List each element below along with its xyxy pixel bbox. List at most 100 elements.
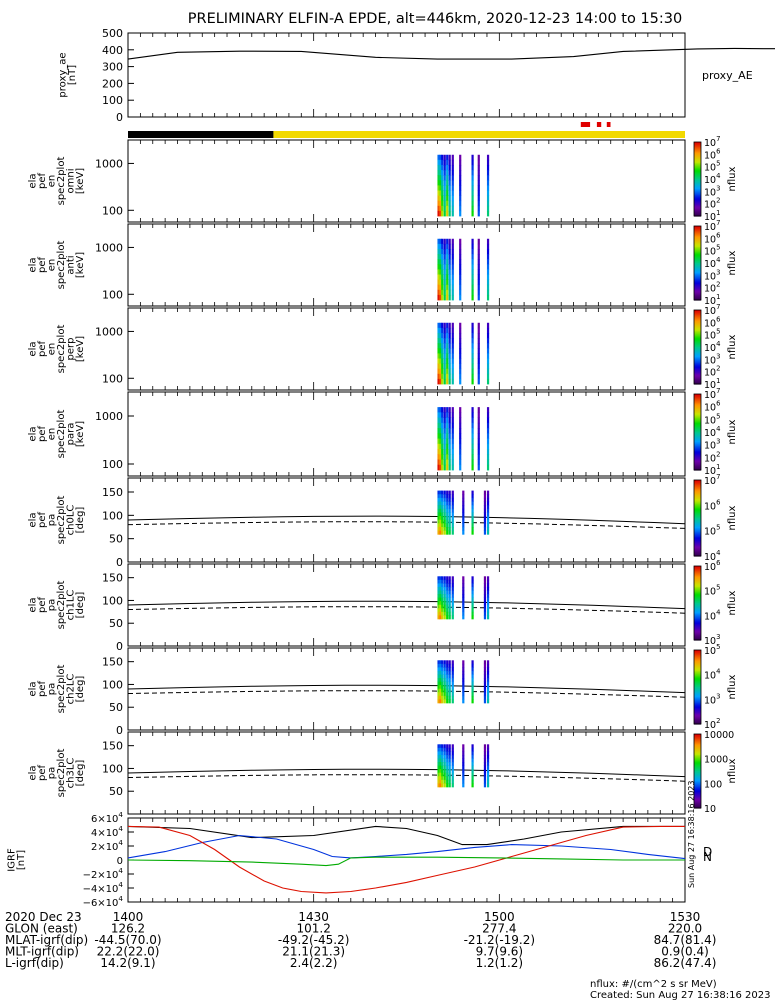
colorbar-cell — [694, 625, 701, 628]
spectrogram-cell — [471, 674, 474, 679]
spectrogram-cell — [439, 438, 442, 445]
colorbar-cell — [694, 169, 701, 171]
spectrogram-cell — [483, 772, 487, 777]
spectrogram-cell — [477, 279, 480, 286]
colorbar-cell — [694, 545, 701, 548]
spectrogram-cell — [446, 412, 449, 418]
spectrogram-cell — [441, 490, 444, 495]
spectrogram-cell — [471, 608, 474, 613]
colorbar-cell — [694, 673, 701, 676]
colorbar-cell — [694, 573, 701, 576]
colorbar-cell — [694, 209, 701, 212]
colorbar-cell — [694, 150, 701, 153]
colorbar-cell — [694, 580, 701, 583]
x-tick-label: 1500 — [484, 910, 515, 924]
ylabel-line: pef — [37, 173, 48, 190]
colorbar-cell — [694, 374, 701, 376]
spectrogram-cell — [437, 695, 440, 700]
spectrogram-cell — [439, 516, 442, 521]
spectrogram-cell — [443, 438, 446, 445]
spectrogram-cell — [477, 407, 480, 413]
spectrogram-cell — [437, 368, 440, 375]
spectrogram-cell — [443, 772, 446, 777]
colorbar-cell — [694, 186, 701, 189]
spectrogram-cell — [439, 512, 442, 517]
y-tick-label: −4×104 — [83, 880, 124, 895]
colorbar-cell — [694, 734, 701, 736]
spectrogram-cell — [441, 327, 444, 334]
loss-cone-line — [127, 684, 686, 694]
spectrogram-cell — [441, 170, 444, 176]
colorbar-cell — [694, 377, 701, 380]
colorbar-cell — [694, 714, 701, 716]
spectrogram-cell — [448, 695, 451, 700]
spectrogram-cell — [446, 264, 449, 270]
spectrogram-cell — [486, 159, 490, 166]
spectrogram-cell — [471, 407, 474, 413]
spectrogram-cell — [437, 505, 440, 510]
spectrogram-cell — [443, 615, 446, 620]
spectrogram-cell — [483, 783, 487, 788]
spectrogram-cell — [462, 604, 465, 609]
spectrogram-cell — [437, 512, 440, 517]
colorbar-cell — [694, 156, 701, 159]
colorbar-cell — [694, 191, 701, 194]
spectrogram-cell — [451, 516, 454, 521]
spectrogram-cell — [446, 505, 449, 510]
spectrogram-cell — [486, 597, 490, 602]
spectrogram-cell — [437, 454, 440, 460]
x-minor-ticks — [127, 732, 686, 814]
spectrogram-cell — [471, 699, 474, 704]
colorbar-cell — [694, 234, 701, 237]
spectrogram-cell — [477, 205, 480, 212]
spectrogram-cell — [446, 200, 449, 207]
colorbar-cell — [694, 700, 701, 703]
colorbar-cell — [694, 659, 701, 662]
spectrogram-cell — [459, 164, 462, 171]
colorbar-cell — [694, 694, 701, 697]
spectrogram-cell — [446, 660, 449, 665]
colorbar-cell — [694, 338, 701, 341]
colorbar-cell — [694, 684, 701, 687]
spectrogram-cell — [441, 294, 444, 301]
colorbar-cell — [694, 679, 701, 682]
spectrogram-cell — [446, 348, 449, 354]
spectrogram-cell — [451, 190, 454, 196]
colorbar-cell — [694, 176, 701, 179]
spectrogram-cell — [483, 583, 487, 588]
spectrogram-cell — [437, 428, 440, 434]
spectrogram-cell — [462, 583, 465, 588]
spectrogram-cell — [439, 663, 442, 668]
spectrogram-cell — [443, 501, 446, 506]
ylabel-line: en — [46, 428, 57, 441]
colorbar-cell — [694, 367, 701, 370]
spectrogram-cell — [437, 586, 440, 591]
igrf-series-line — [127, 834, 686, 860]
spectrogram-cell — [486, 417, 490, 424]
spectrogram-cell — [471, 516, 474, 521]
spectrogram-cell — [459, 459, 462, 466]
ylabel-line: omni — [65, 169, 76, 194]
spectrogram-cell — [486, 200, 490, 207]
spectrogram-cell — [471, 449, 474, 455]
x-row-value: 14.2(9.1) — [100, 956, 155, 970]
spectrogram-cell — [446, 159, 449, 166]
spectrogram-cell — [448, 692, 451, 697]
spectrogram-cell — [437, 175, 440, 181]
spectrogram-cell — [437, 519, 440, 524]
colorbar-cell — [694, 543, 701, 546]
colorbar-cell — [694, 321, 701, 323]
legend-n: N — [703, 850, 712, 864]
spectrogram-cell — [451, 762, 454, 767]
colorbar-cell — [694, 525, 701, 528]
spectrogram-cell — [446, 699, 449, 704]
spectrogram-cell — [439, 454, 442, 460]
colorbar-frame — [693, 649, 702, 725]
colorbar-cell — [694, 504, 701, 506]
spectrogram-cell — [451, 769, 454, 774]
colorbar-cell — [694, 583, 701, 586]
spectrogram-cell — [486, 254, 490, 260]
colorbar-frame — [693, 225, 702, 301]
colorbar-frame — [693, 393, 702, 471]
